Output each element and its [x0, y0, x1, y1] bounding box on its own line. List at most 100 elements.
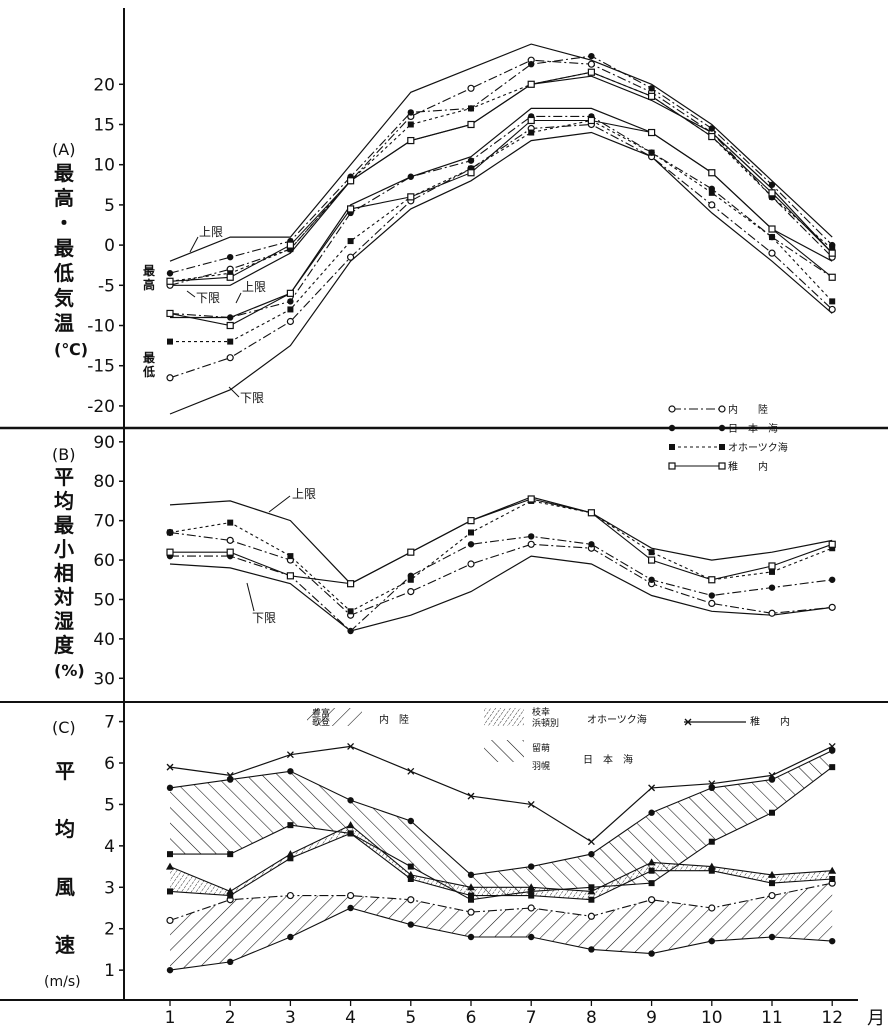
panel-b-ylabel-char: 最 [54, 513, 75, 537]
panel-a-point [287, 298, 294, 305]
panel-b-point [828, 540, 836, 548]
panel-c-band-upper-line [169, 824, 833, 893]
x-tick-label: 11 [761, 1008, 783, 1028]
panel-a-point [347, 177, 355, 185]
panel-a-point [226, 273, 234, 281]
panel-c-point [648, 809, 655, 816]
panel-a-point [407, 109, 414, 116]
panel-c-point [587, 912, 596, 920]
panel-a-legend-label: 内 陸 [728, 403, 768, 416]
panel-c-point [828, 742, 836, 750]
panel-a-legend-marker [718, 405, 726, 413]
panel-a-ylabel-char: 最 [54, 161, 75, 185]
panel-c-point [527, 904, 535, 912]
panel-a-point [287, 246, 294, 253]
panel-b-annot-arrow [246, 582, 255, 612]
x-tick-label: 9 [646, 1008, 657, 1028]
panel-b-point [286, 572, 294, 580]
panel-b-ytick-label: 50 [93, 590, 115, 610]
panel-b-ytick-label: 80 [93, 472, 115, 492]
panel-b-annot-upper: 上限 [292, 487, 316, 501]
panel-b-point [708, 599, 716, 608]
x-tick-label: 8 [586, 1008, 597, 1028]
panel-c-ylabel-char: 風 [55, 875, 75, 899]
panel-c-point [588, 884, 595, 891]
panel-a-point [587, 60, 596, 68]
panel-a-point [587, 116, 596, 125]
panel-b-point [468, 529, 474, 536]
panel-a-point [286, 317, 294, 326]
panel-a-annot-max-char: 高 [143, 277, 155, 292]
panel-c-point [708, 838, 715, 845]
panel-b-point [167, 529, 173, 536]
panel-c-point [648, 784, 656, 792]
x-tick-label: 6 [466, 1008, 477, 1028]
panel-a-ylabel-char: 低 [53, 261, 74, 285]
x-tick-label: 5 [405, 1008, 416, 1028]
panel-c-ytick-label: 1 [104, 961, 115, 981]
panel-a-point [167, 338, 173, 345]
panel-a-point [286, 289, 294, 297]
panel-c-point [468, 896, 474, 903]
panel-c-point [468, 892, 474, 899]
panel-c-legend-region: 内 陸 [379, 713, 409, 726]
panel-a-point [828, 249, 836, 257]
panel-a-ylabel-char: 高 [54, 186, 74, 210]
panel-b-ytick-label: 90 [93, 433, 115, 453]
panel-c-point [286, 891, 294, 900]
panel-a-point [286, 241, 294, 249]
panel-b-point [467, 517, 475, 525]
panel-b-point [768, 609, 776, 617]
panel-c-point [167, 888, 173, 895]
panel-b-point [407, 587, 415, 596]
panel-c-point [708, 904, 716, 912]
panel-a-point [227, 253, 234, 261]
panel-c-point [587, 838, 595, 846]
x-tick-label: 4 [345, 1008, 356, 1028]
panel-b-point [407, 548, 415, 556]
panel-b-envelope-upper [169, 496, 833, 585]
panel-a-legend-marker [668, 462, 676, 470]
panel-a-ytick-label: 15 [93, 115, 115, 135]
panel-c-point [167, 851, 173, 858]
panel-b-ytick-label: 70 [93, 512, 115, 532]
panel-b-point [587, 509, 596, 517]
panel-b-ytick-label: 60 [93, 551, 115, 571]
panel-a-ytick-label: -5 [98, 276, 115, 296]
panel-a-point [768, 225, 776, 233]
panel-c-point [829, 937, 836, 945]
panel-a-point [467, 84, 475, 92]
panel-c-point [708, 780, 716, 788]
panel-c-point [347, 797, 354, 804]
panel-c-point [407, 767, 415, 775]
panel-a-ytick-label: 20 [93, 75, 115, 95]
panel-a-legend-marker [669, 444, 675, 450]
panel-c-band-upper-line [169, 750, 833, 876]
panel-a-envelope-max-lower [170, 75, 833, 286]
panel-a-point [227, 338, 234, 345]
panel-c-point [467, 908, 475, 916]
panel-a-point [648, 149, 655, 156]
panel-c-ylabel-char: 均 [55, 817, 75, 841]
panel-c-band-fill [170, 883, 833, 971]
panel-a-envelope-min-lower [169, 131, 833, 415]
panel-a-point [407, 136, 415, 145]
panel-a-point [528, 60, 535, 68]
panel-c-legend-station: 浜頓別 [532, 717, 559, 729]
panel-a-point [587, 68, 596, 76]
panel-a-point [708, 169, 716, 177]
panel-a-ytick-label: -15 [87, 357, 115, 377]
panel-a-ylabel-char: ・ [54, 211, 74, 235]
panel-c-point [166, 763, 174, 771]
panel-a-annot-upper-max: 上限 [199, 225, 223, 239]
panel-a-point [166, 270, 174, 277]
panel-a-annot-lower-min: 下限 [240, 391, 264, 405]
panel-a-ylabel-char: 気 [54, 286, 74, 310]
panel-a-point [467, 120, 475, 129]
panel-c-legend-swatch [307, 708, 362, 726]
panel-a-point [708, 189, 715, 196]
panel-c-point [527, 800, 535, 808]
panel-c-ytick-label: 7 [104, 713, 115, 733]
panel-c-point [588, 946, 595, 953]
x-axis-unit: 月 [867, 1008, 885, 1029]
